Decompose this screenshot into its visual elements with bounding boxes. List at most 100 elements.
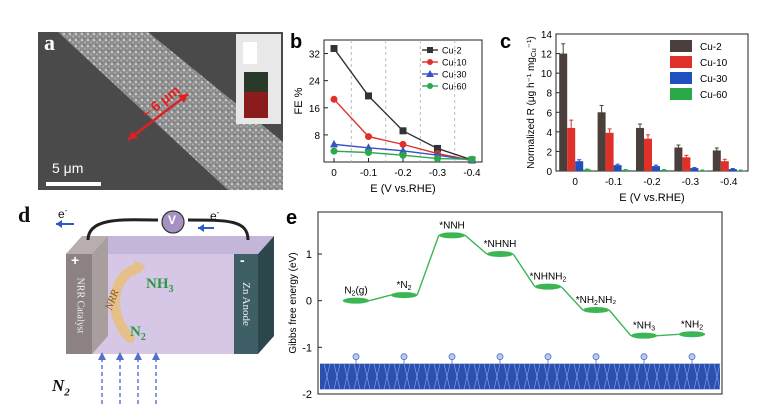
y-tick-label: 14 <box>541 30 553 41</box>
legend-label: Cu-60 <box>442 82 467 92</box>
legend-label: Cu-2 <box>700 42 722 53</box>
scalebar <box>46 182 101 186</box>
x-tick-label: -0.3 <box>429 168 447 179</box>
connector-line <box>609 310 631 336</box>
connector-line <box>657 334 679 335</box>
x-tick-label: -0.4 <box>720 177 738 188</box>
legend-label: Cu-30 <box>442 70 467 80</box>
y-tick-label: 2 <box>546 147 552 158</box>
adsorbate-glyph <box>545 354 551 360</box>
nh3-label: NH3 <box>146 276 174 295</box>
energy-level <box>535 284 561 290</box>
y-tick-label: 6 <box>546 108 552 119</box>
legend-marker <box>427 47 433 53</box>
legend-label: Cu-10 <box>442 58 467 68</box>
step-label: N2(g) <box>344 286 367 298</box>
surface-block <box>320 364 720 390</box>
y-tick-label: 1 <box>306 249 312 261</box>
energy-level <box>631 333 657 339</box>
bar <box>682 157 690 171</box>
x-axis-label: E (V vs.RHE) <box>619 192 684 204</box>
voltmeter-label: V <box>168 213 176 227</box>
adsorbate-glyph <box>497 354 503 360</box>
x-tick-label: -0.4 <box>463 168 481 179</box>
adsorbate-glyph <box>641 354 647 360</box>
step-label: *NH2 <box>681 319 703 331</box>
y-tick-label: 12 <box>541 50 553 61</box>
legend-swatch <box>670 56 692 68</box>
energy-level <box>679 331 705 337</box>
y-tick-label: 10 <box>541 69 553 80</box>
x-tick-label: 0 <box>572 177 578 188</box>
step-label: *NNH <box>439 220 465 231</box>
y-tick-label: -2 <box>302 389 312 401</box>
adsorbate-glyph <box>689 354 695 360</box>
data-point <box>331 148 338 155</box>
step-label: *NHNH <box>484 239 517 250</box>
x-tick-label: -0.3 <box>682 177 700 188</box>
adsorbate-glyph <box>449 354 455 360</box>
data-point <box>400 152 407 159</box>
connector-line <box>369 295 391 301</box>
panel-a: 5 μm ~ 6 μm <box>38 32 283 190</box>
legend-label: Cu-2 <box>442 46 462 56</box>
energy-level <box>583 307 609 313</box>
bar <box>713 150 721 171</box>
step-label: *NHNH2 <box>530 272 567 284</box>
data-point <box>400 127 407 134</box>
legend-label: Cu-30 <box>700 74 728 85</box>
x-axis-label: E (V vs.RHE) <box>370 183 435 195</box>
data-point <box>330 140 338 148</box>
data-point <box>331 96 338 103</box>
legend-label: Cu-10 <box>700 58 728 69</box>
x-tick-label: -0.2 <box>394 168 412 179</box>
panel-d-label: d <box>18 202 30 228</box>
electron-left: e- <box>58 206 67 221</box>
step-label: *N2 <box>396 280 411 292</box>
bar <box>559 54 567 171</box>
n2-inlet-arrows <box>102 356 156 404</box>
x-tick-label: -0.1 <box>605 177 623 188</box>
y-tick-label: 32 <box>309 50 321 61</box>
data-point <box>365 92 372 99</box>
energy-level <box>343 298 369 304</box>
y-tick-label: 8 <box>314 131 320 142</box>
x-tick-label: -0.1 <box>360 168 378 179</box>
data-point <box>365 133 372 140</box>
n2-inside-label: N2 <box>130 324 146 343</box>
energy-level <box>391 292 417 298</box>
panel-e-label: e <box>286 207 297 229</box>
energy-level <box>487 251 513 257</box>
legend-swatch <box>670 72 692 84</box>
y-tick-label: 8 <box>546 89 552 100</box>
panel-c-label: c <box>500 31 511 53</box>
anode-label: Zn Anode <box>240 264 252 344</box>
electron-right: e- <box>210 208 219 223</box>
adsorbate-glyph <box>353 354 359 360</box>
y-tick-label: -1 <box>302 342 312 354</box>
legend-marker <box>427 59 433 65</box>
adsorbate-glyph <box>593 354 599 360</box>
legend-swatch <box>670 40 692 52</box>
y-axis-label: FE % <box>293 87 305 114</box>
legend-label: Cu-60 <box>700 90 728 101</box>
bar <box>636 128 644 171</box>
y-tick-label: 0 <box>546 167 552 178</box>
energy-level <box>439 232 465 238</box>
bar <box>606 133 614 171</box>
bar <box>644 139 652 171</box>
y-tick-label: 24 <box>309 77 321 88</box>
legend-marker <box>427 83 433 89</box>
data-point <box>434 155 441 162</box>
y-axis-label: Gibbs free energy (eV) <box>288 252 299 353</box>
n2-feed-label: N2 <box>52 376 70 398</box>
x-tick-label: 0 <box>331 168 337 179</box>
bar <box>674 148 682 171</box>
y-axis-label: Normalized R (μg h⁻¹ mgCu⁻¹) <box>526 36 538 169</box>
